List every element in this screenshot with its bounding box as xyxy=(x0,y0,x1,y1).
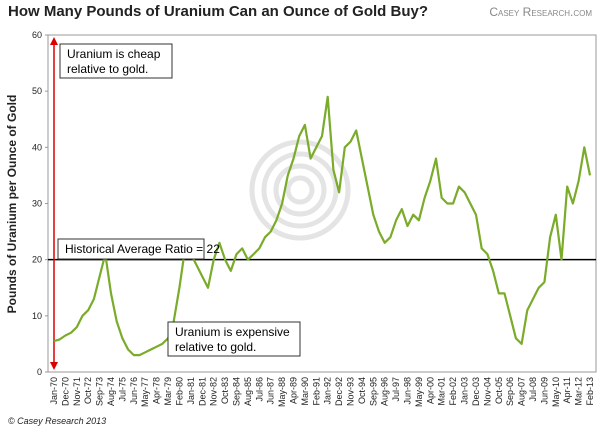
watermark xyxy=(249,139,351,241)
data-line xyxy=(53,95,592,357)
x-tick-label: Oct-83 xyxy=(220,377,230,404)
x-tick-label: Oct-05 xyxy=(494,377,504,404)
x-tick-label: Jan-70 xyxy=(49,377,59,405)
x-tick-label: Sep-84 xyxy=(231,377,241,406)
x-tick-label: Jun-98 xyxy=(403,377,413,405)
x-tick-label: May-88 xyxy=(277,377,287,407)
y-axis-label: Pounds of Uranium per Ounce of Gold xyxy=(5,95,19,314)
x-tick-label: Feb-91 xyxy=(311,377,321,406)
x-tick-label: Dec-70 xyxy=(60,377,70,406)
x-tick-label: Nov-82 xyxy=(209,377,219,406)
x-tick-label: Jan-81 xyxy=(186,377,196,405)
x-tick-label: Dec-92 xyxy=(334,377,344,406)
annotation-box xyxy=(167,321,301,357)
x-tick-label: Jul-86 xyxy=(254,377,264,402)
x-tick-label: Sep-73 xyxy=(95,377,105,406)
x-tick-label: Jun-87 xyxy=(266,377,276,405)
y-tick-label: 10 xyxy=(32,311,42,321)
x-tick-label: Jul-08 xyxy=(528,377,538,402)
x-tick-label: Sep-06 xyxy=(505,377,515,406)
x-tick-label: Nov-71 xyxy=(72,377,82,406)
annotation-text: Historical Average Ratio = 22 xyxy=(65,242,220,256)
x-tick-label: Mar-01 xyxy=(437,377,447,406)
logo: Casey Research.com xyxy=(489,5,592,19)
x-tick-label: May-77 xyxy=(140,377,150,407)
source: © Casey Research 2013 xyxy=(8,416,106,426)
x-tick-label: Jul-97 xyxy=(391,377,401,402)
x-tick-label: Feb-13 xyxy=(585,377,595,406)
y-tick-label: 60 xyxy=(32,30,42,40)
x-tick-label: Oct-94 xyxy=(357,377,367,404)
x-tick-label: Dec-81 xyxy=(197,377,207,406)
x-tick-label: Jun-76 xyxy=(129,377,139,405)
annotation-text: relative to gold. xyxy=(67,62,148,76)
y-tick-label: 50 xyxy=(32,86,42,96)
x-tick-label: Aug-07 xyxy=(517,377,527,406)
x-tick-label: Feb-02 xyxy=(448,377,458,406)
x-tick-label: Sep-95 xyxy=(368,377,378,406)
x-tick-label: Apr-00 xyxy=(425,377,435,404)
x-tick-label: May-99 xyxy=(414,377,424,407)
x-tick-label: Oct-72 xyxy=(83,377,93,404)
x-tick-label: Aug-74 xyxy=(106,377,116,406)
x-tick-label: Jun-09 xyxy=(539,377,549,405)
y-tick-label: 40 xyxy=(32,142,42,152)
y-tick-label: 20 xyxy=(32,255,42,265)
x-tick-label: Mar-79 xyxy=(163,377,173,406)
annotation-box xyxy=(59,43,173,79)
chart-title: How Many Pounds of Uranium Can an Ounce … xyxy=(8,3,428,20)
annotation-text: Uranium is cheap xyxy=(67,47,161,61)
x-tick-label: Feb-80 xyxy=(174,377,184,406)
annotation-text: relative to gold. xyxy=(175,340,256,354)
x-tick-label: Nov-93 xyxy=(346,377,356,406)
y-tick-label: 0 xyxy=(37,367,42,377)
x-tick-label: Mar-12 xyxy=(574,377,584,406)
x-tick-label: Jul-75 xyxy=(117,377,127,402)
y-tick-label: 30 xyxy=(32,199,42,209)
x-tick-label: Jan-92 xyxy=(323,377,333,405)
x-tick-label: Apr-11 xyxy=(562,377,572,403)
x-tick-label: Aug-85 xyxy=(243,377,253,406)
x-tick-label: Aug-96 xyxy=(380,377,390,406)
x-tick-label: May-10 xyxy=(551,377,561,407)
annotation-box xyxy=(57,238,205,260)
x-tick-label: Dec-03 xyxy=(471,377,481,406)
x-tick-label: Nov-04 xyxy=(482,377,492,406)
x-tick-label: Apr-78 xyxy=(152,377,162,404)
annotation-text: Uranium is expensive xyxy=(175,325,290,339)
x-tick-label: Mar-90 xyxy=(300,377,310,406)
x-tick-label: Jan-03 xyxy=(460,377,470,405)
x-tick-label: Apr-89 xyxy=(288,377,298,404)
